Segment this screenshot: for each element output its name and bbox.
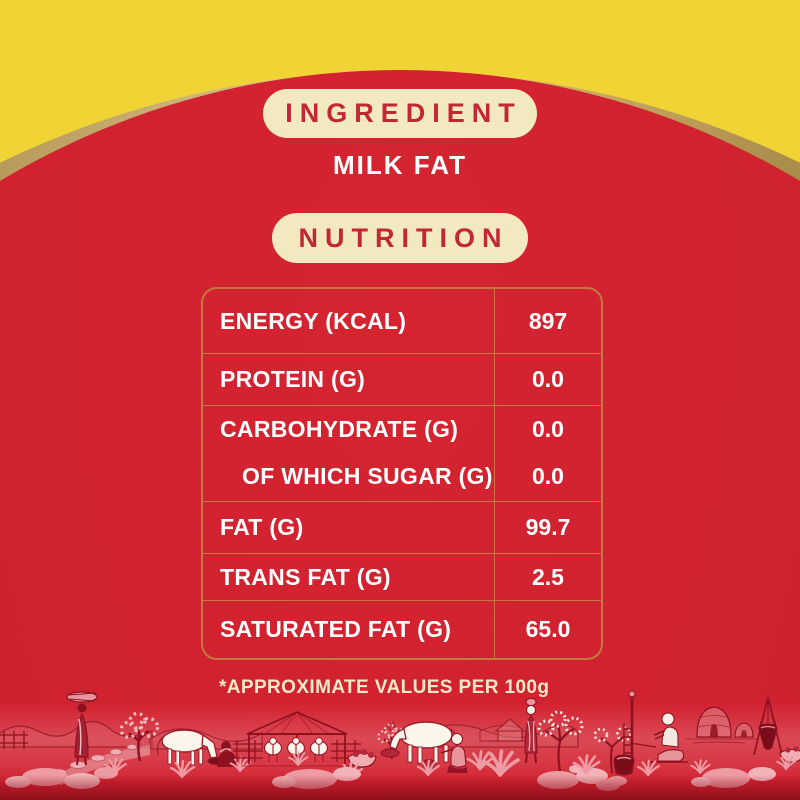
row-value: 0.0 <box>532 366 564 392</box>
row-value: 0.0 <box>532 415 564 442</box>
red-dome-background <box>0 70 800 800</box>
table-row-sugar: OF WHICH SUGAR (G) 0.0 <box>203 452 601 501</box>
row-label: ENERGY (KCAL) <box>203 289 495 353</box>
ingredient-badge-label: INGREDIENT <box>285 98 522 128</box>
nutrition-table: ENERGY (KCAL) 897 PROTEIN (G) 0.0 CARBOH… <box>201 287 603 660</box>
table-row-energy: ENERGY (KCAL) 897 <box>203 289 601 353</box>
row-value: 897 <box>528 307 568 334</box>
ingredient-badge: INGREDIENT <box>263 89 537 138</box>
nutrition-badge: NUTRITION <box>272 213 528 263</box>
approximate-values-footnote: *APPROXIMATE VALUES PER 100g <box>219 677 550 698</box>
table-row-carbohydrate: CARBOHYDRATE (G) 0.0 <box>203 405 601 452</box>
row-value: 0.0 <box>532 463 564 489</box>
table-row-protein: PROTEIN (G) 0.0 <box>203 353 601 405</box>
table-row-trans-fat: TRANS FAT (G) 2.5 <box>203 553 601 600</box>
village-scene-illustration <box>0 690 800 800</box>
table-row-fat: FAT (G) 99.7 <box>203 501 601 553</box>
row-label: TRANS FAT (G) <box>203 554 495 600</box>
row-value: 99.7 <box>525 514 571 540</box>
row-value: 65.0 <box>525 616 571 642</box>
nutrition-badge-label: NUTRITION <box>298 222 509 253</box>
row-label: OF WHICH SUGAR (G) <box>203 452 495 501</box>
ingredient-value: MILK FAT <box>333 150 467 180</box>
row-label: PROTEIN (G) <box>203 354 495 405</box>
row-label: CARBOHYDRATE (G) <box>203 406 495 452</box>
row-label: FAT (G) <box>203 502 495 553</box>
row-value: 2.5 <box>532 563 564 590</box>
row-label: SATURATED FAT (G) <box>203 601 495 658</box>
table-row-saturated-fat: SATURATED FAT (G) 65.0 <box>203 600 601 658</box>
